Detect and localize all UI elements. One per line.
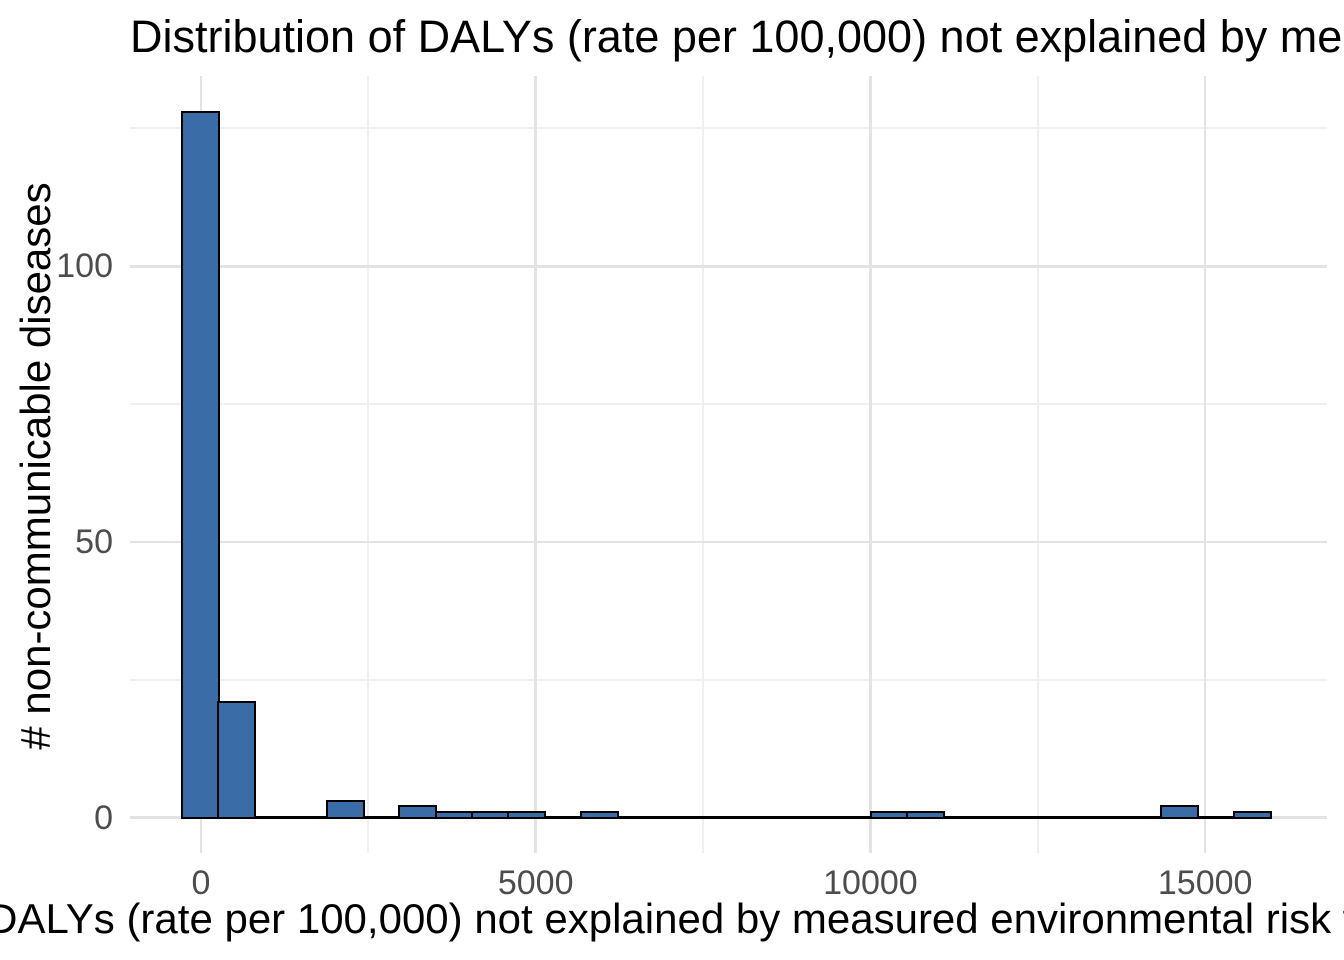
histogram-bar [507,810,547,819]
gridline-x-major [534,76,537,853]
gridline-x-minor [1036,76,1039,853]
histogram-bar [870,810,909,819]
gridline-x-minor [702,76,705,853]
gridline-y-minor [130,678,1327,681]
gridline-y-minor [130,403,1327,406]
y-tick-label: 50 [75,522,113,561]
histogram-bar [434,810,474,819]
x-tick-label: 0 [191,864,211,902]
histogram-bar [216,700,256,819]
gridline-y-major [130,265,1327,268]
x-tick-label: 15000 [1157,864,1253,902]
histogram-bar [579,810,619,819]
histogram-bar [1160,805,1200,819]
y-tick-label: 0 [94,798,113,837]
histogram-bar [325,799,365,819]
x-axis-label: DALYs (rate per 100,000) not explained b… [0,895,1344,942]
histogram-bar [906,810,946,819]
histogram-bar [470,810,510,819]
x-tick-label: 10000 [823,864,918,902]
gridline-y-major [130,540,1327,544]
histogram-bar [1232,810,1272,819]
histogram-bar [180,110,220,819]
chart-title: Distribution of DALYs (rate per 100,000)… [130,11,1344,62]
gridline-y-minor [130,127,1327,130]
gridline-x-minor [367,76,370,853]
gridline-x-major [869,76,872,853]
y-tick-label: 100 [56,247,113,286]
zero-count-baseline [181,816,1271,819]
x-tick-label: 5000 [497,864,574,902]
gridline-x-major [1203,76,1207,853]
histogram-bar [398,805,438,819]
